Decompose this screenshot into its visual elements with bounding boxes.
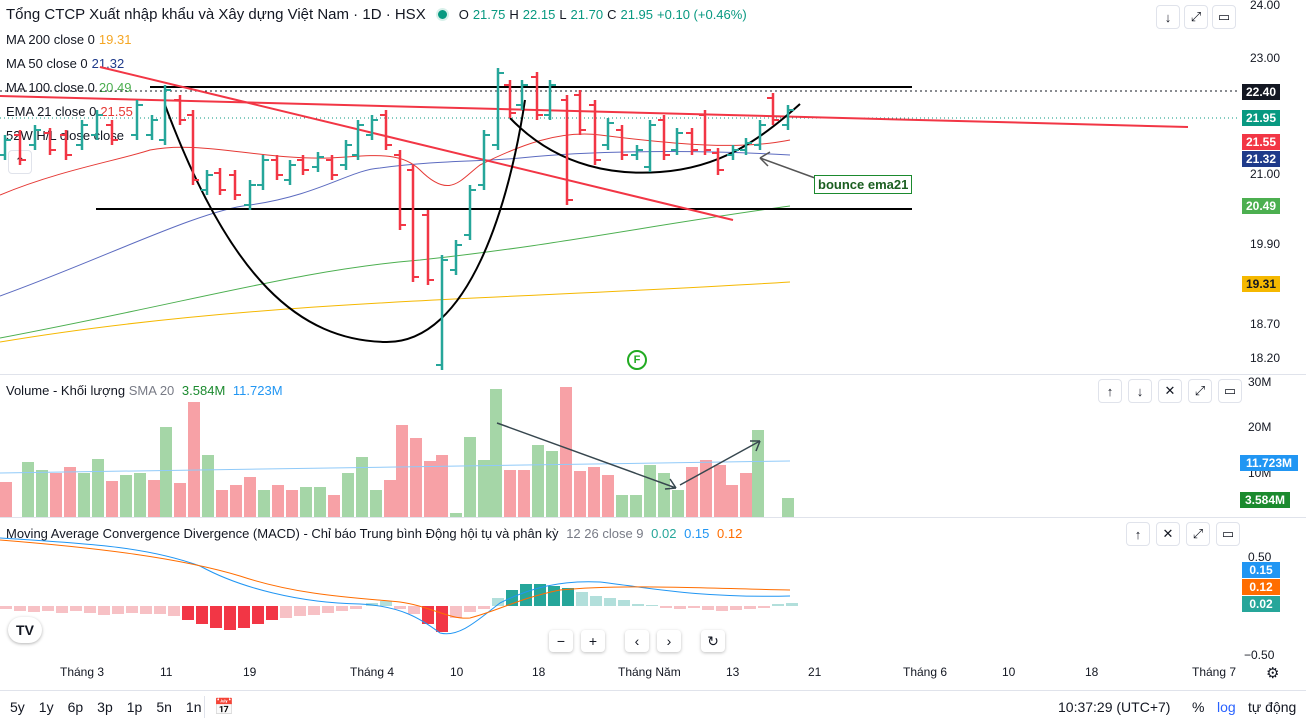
time-tick: Tháng Năm (618, 665, 681, 679)
ema21-legend[interactable]: EMA 21 close 0 21.55 (6, 104, 133, 119)
scroll-left-icon[interactable]: ‹ (625, 630, 649, 652)
chart-nav-controls: − + ‹ › ↻ (549, 630, 725, 652)
ohlc-values: O 21.75 H 22.15 L 21.70 C 21.95 +0.10 (+0.46… (458, 7, 747, 22)
price-label-ma200: 19.31 (1242, 276, 1280, 292)
maximize-icon[interactable]: ▭ (1212, 5, 1236, 29)
macd-label-macd: 0.15 (1242, 562, 1280, 578)
price-chart[interactable] (0, 0, 1240, 375)
range-selector: 5y 1y 6p 3p 1p 5n 1n (10, 699, 201, 715)
time-tick: 13 (726, 665, 740, 679)
fullscreen-icon[interactable]: ⤢ (1188, 379, 1212, 403)
price-label-high: 22.40 (1242, 84, 1280, 100)
market-status-icon (435, 8, 449, 21)
time-tick: Tháng 7 (1192, 665, 1237, 679)
pane-divider[interactable] (0, 374, 1306, 375)
macd-chart[interactable] (0, 518, 1240, 660)
range-1y[interactable]: 1y (38, 699, 54, 715)
zoom-out-icon[interactable]: − (549, 630, 573, 652)
price-tick: 18.20 (1250, 351, 1281, 365)
price-label-ma100: 20.49 (1242, 198, 1280, 214)
price-tick: 23.00 (1250, 51, 1281, 65)
price-label-last: 21.95 (1242, 110, 1280, 126)
ma50-legend[interactable]: MA 50 close 0 21.32 (6, 56, 125, 71)
time-tick: 18 (532, 665, 546, 679)
percent-toggle[interactable]: % (1192, 699, 1205, 715)
macd-label-hist: 0.02 (1242, 596, 1280, 612)
reset-icon[interactable]: ↻ (701, 630, 725, 652)
maximize-icon[interactable]: ▭ (1216, 522, 1240, 546)
range-6m[interactable]: 6p (67, 699, 84, 715)
range-3m[interactable]: 3p (97, 699, 113, 715)
macd-pane-controls: ↑ ✕ ⤢ ▭ (1126, 522, 1240, 546)
time-tick: 10 (1002, 665, 1016, 679)
volume-pane-controls: ↑ ↓ ✕ ⤢ ▭ (1098, 379, 1242, 403)
volume-tick: 30M (1248, 375, 1272, 389)
move-up-icon[interactable]: ↑ (1098, 379, 1122, 403)
time-tick: 19 (243, 665, 257, 679)
log-toggle[interactable]: log (1217, 699, 1236, 715)
bounce-annotation[interactable]: bounce ema21 (814, 175, 913, 194)
close-icon[interactable]: ✕ (1158, 379, 1182, 403)
range-5y[interactable]: 5y (10, 699, 25, 715)
range-1m[interactable]: 1p (126, 699, 143, 715)
macd-label-signal: 0.12 (1242, 579, 1280, 595)
time-tick: 10 (450, 665, 464, 679)
volume-label-sma: 11.723M (1240, 455, 1298, 471)
divider (204, 696, 205, 718)
scroll-right-icon[interactable]: › (657, 630, 681, 652)
ma200-legend[interactable]: MA 200 close 0 19.31 (6, 32, 132, 47)
price-label-ema21: 21.55 (1242, 134, 1280, 150)
time-tick: Tháng 6 (903, 665, 948, 679)
price-tick: 18.70 (1250, 317, 1281, 331)
price-tick: 19.90 (1250, 237, 1281, 251)
range-1d[interactable]: 1n (185, 699, 202, 715)
bottom-toolbar: 5y 1y 6p 3p 1p 5n 1n 📅 10:37:29 (UTC+7) … (0, 690, 1306, 725)
time-tick: Tháng 3 (60, 665, 105, 679)
zoom-in-icon[interactable]: + (581, 630, 605, 652)
calendar-icon[interactable]: 📅 (214, 699, 234, 716)
pane-divider[interactable] (0, 517, 1306, 518)
clock-time[interactable]: 10:37:29 (UTC+7) (1058, 699, 1171, 715)
time-tick: 18 (1085, 665, 1099, 679)
tradingview-logo-icon[interactable]: TV (8, 617, 42, 643)
move-down-icon[interactable]: ↓ (1128, 379, 1152, 403)
price-tick: 21.00 (1250, 167, 1281, 181)
time-tick: Tháng 4 (350, 665, 395, 679)
price-tick: 24.00 (1250, 0, 1281, 12)
time-tick: 21 (808, 665, 822, 679)
macd-tick: 0.50 (1248, 550, 1272, 564)
chart-legend: Tổng CTCP Xuất nhập khẩu và Xây dựng Việ… (6, 6, 747, 23)
range-5d[interactable]: 5n (156, 699, 172, 715)
collapse-icon[interactable]: ↓ (1156, 5, 1180, 29)
time-tick: 11 (160, 665, 173, 679)
ma100-legend[interactable]: MA 100 close 0 20.49 (6, 80, 132, 95)
move-up-icon[interactable]: ↑ (1126, 522, 1150, 546)
price-label-ma50: 21.32 (1242, 151, 1280, 167)
macd-legend[interactable]: Moving Average Convergence Divergence (M… (6, 526, 743, 541)
time-axis[interactable]: Tháng 3 11 19 Tháng 4 10 18 Tháng Năm 13… (0, 660, 1306, 688)
chart-controls: ↓ ⤢ ▭ (1156, 5, 1236, 29)
auto-toggle[interactable]: tự động (1248, 699, 1297, 715)
event-marker-icon[interactable]: F (627, 350, 647, 370)
symbol-title[interactable]: Tổng CTCP Xuất nhập khẩu và Xây dựng Việ… (6, 6, 426, 23)
fullscreen-icon[interactable]: ⤢ (1184, 5, 1208, 29)
volume-legend[interactable]: Volume - Khối lượng SMA 20 3.584M 11.723… (6, 383, 283, 398)
volume-label-current: 3.584M (1240, 492, 1290, 508)
fullscreen-icon[interactable]: ⤢ (1186, 522, 1210, 546)
macd-tick: −0.50 (1244, 648, 1275, 662)
maximize-icon[interactable]: ▭ (1218, 379, 1242, 403)
settings-icon[interactable]: ⚙ (1266, 665, 1280, 682)
volume-chart[interactable] (0, 375, 1240, 517)
close-icon[interactable]: ✕ (1156, 522, 1180, 546)
volume-tick: 20M (1248, 420, 1272, 434)
